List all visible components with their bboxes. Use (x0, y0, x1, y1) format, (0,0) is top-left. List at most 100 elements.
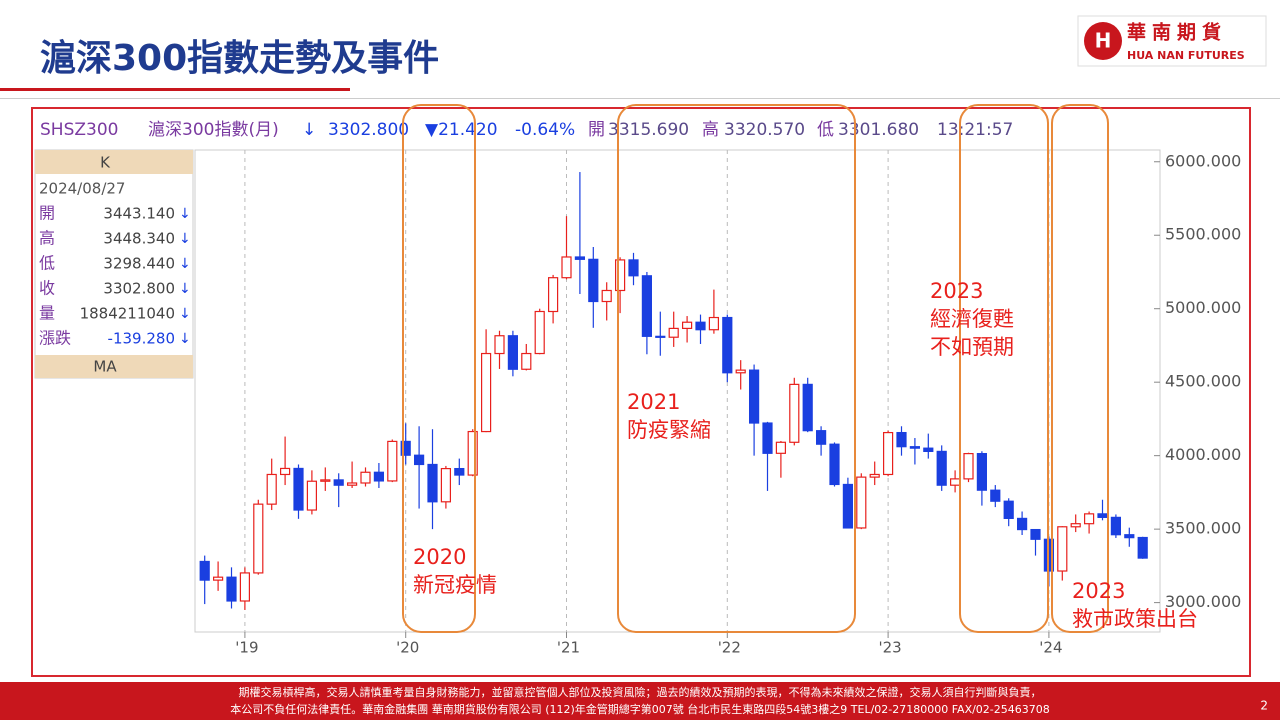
panel-label: 漲跌 (39, 329, 71, 348)
candle-body (882, 431, 894, 476)
candle-body (266, 473, 277, 505)
info-item: SHSZ300 (40, 120, 118, 140)
panel-value: 3302.800 (103, 280, 175, 298)
info-item: ↓ (302, 120, 316, 140)
candle-body (534, 310, 545, 355)
disclaimer: 本公司不負任何法律責任。華南金融集團 華南期貨股份有限公司 (112)年金管期總… (230, 702, 1050, 716)
y-tick-label: 6000.000 (1165, 151, 1241, 170)
info-item: 3315.690 (608, 120, 689, 140)
x-tick-label: '24 (1039, 639, 1062, 657)
logo-name: 華南期貨 (1127, 21, 1227, 44)
panel-label: 收 (39, 279, 55, 298)
annotation: 2020 (413, 545, 466, 569)
candle-body (976, 453, 988, 491)
candle-body (775, 441, 787, 454)
info-item: 3302.800 (328, 120, 409, 140)
annotation: 新冠疫情 (413, 573, 497, 597)
candle-body (387, 440, 398, 482)
annotation: 2023 (930, 279, 983, 303)
candle-body (427, 463, 438, 503)
candle-body (414, 454, 425, 466)
logo-english: HUA NAN FUTURES (1127, 49, 1245, 62)
panel-header: K (100, 154, 111, 172)
x-tick-label: '23 (878, 639, 901, 657)
candle-body (601, 289, 612, 303)
candle-body (789, 383, 800, 443)
panel-date: 2024/08/27 (39, 180, 125, 198)
panel-header-bg (35, 150, 193, 174)
candle-body (306, 480, 317, 511)
candle-body (547, 277, 559, 313)
panel-arrow: ↓ (179, 206, 191, 222)
candle-body (735, 369, 746, 374)
candle-body (762, 422, 773, 454)
candle-body (333, 479, 344, 486)
candle-body (923, 447, 934, 452)
candle-body (856, 476, 867, 529)
y-tick-label: 3000.000 (1165, 592, 1241, 611)
candle-body (1110, 516, 1122, 536)
panel-arrow: ↓ (179, 331, 191, 347)
candle-body (842, 483, 854, 529)
candle-body (1137, 536, 1148, 559)
candle-body (909, 446, 921, 449)
x-tick-label: '19 (235, 639, 258, 657)
candle-body (199, 560, 210, 581)
candle-body (360, 471, 371, 484)
panel-arrow: ↓ (179, 231, 191, 247)
annotation: 防疫緊縮 (627, 418, 711, 442)
candle-body (869, 473, 880, 478)
candle-body (293, 467, 304, 511)
logo-glyph: H (1095, 29, 1112, 53)
panel-label: 量 (39, 304, 55, 323)
candle-body (722, 316, 733, 374)
candle-body (1016, 517, 1028, 531)
panel-footer-bg (35, 355, 193, 378)
annotation: 經濟復甦 (930, 307, 1014, 331)
info-item: 高 (702, 120, 719, 140)
event-box (959, 104, 1049, 633)
panel-value: 3443.140 (103, 205, 175, 223)
y-tick-label: 3500.000 (1165, 519, 1241, 538)
candle-body (481, 352, 492, 433)
info-panel (34, 149, 194, 379)
candle-body (239, 572, 250, 602)
panel-label: 開 (39, 204, 55, 223)
annotation: 不如預期 (930, 335, 1014, 359)
candle-body (1083, 513, 1095, 525)
info-item: 13:21:57 (937, 120, 1013, 140)
candle-body (494, 335, 505, 355)
candle-body (467, 430, 478, 476)
candle-body (226, 576, 237, 602)
candle-body (253, 503, 264, 574)
candle-body (561, 256, 572, 279)
x-tick-label: '22 (718, 639, 741, 657)
candle-body (708, 316, 720, 331)
event-box (1051, 104, 1109, 633)
candle-body (1124, 534, 1135, 539)
page-number: 2 (1260, 699, 1268, 713)
candle-body (1097, 513, 1108, 518)
x-tick-label: '21 (557, 639, 580, 657)
candle-body (521, 352, 532, 370)
candle-body (936, 450, 947, 486)
panel-footer: MA (93, 358, 117, 376)
event-box (402, 104, 476, 633)
candle-body (829, 443, 840, 486)
disclaimer: 期權交易槓桿高，交易人請慎重考量自身財務能力，並留意控管個人部位及投資風險；過去… (239, 685, 1042, 699)
info-item: 滬深300指數(月) (148, 120, 279, 140)
y-tick-label: 4000.000 (1165, 445, 1241, 464)
candle-body (1070, 523, 1081, 528)
info-item: 3320.570 (724, 120, 805, 140)
panel-value: 3298.440 (103, 255, 175, 273)
candle-body (668, 327, 679, 338)
footer-band (0, 682, 1280, 720)
candle-body (681, 321, 693, 329)
event-box (617, 104, 856, 633)
candle-body (588, 258, 599, 303)
header-rule (0, 98, 1280, 99)
candle-body (1003, 500, 1014, 520)
candle-body (574, 256, 586, 260)
panel-value: 3448.340 (103, 230, 175, 248)
